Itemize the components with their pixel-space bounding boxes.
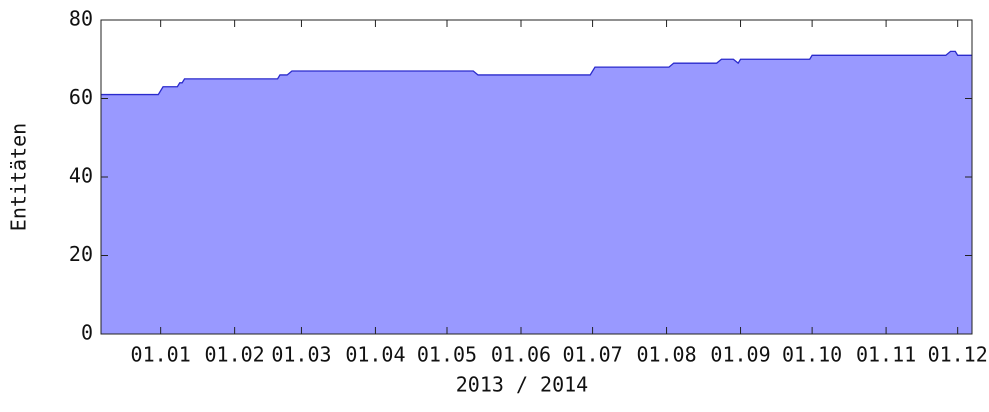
x-tick-label: 01.08 bbox=[636, 343, 696, 367]
x-tick-label: 01.01 bbox=[131, 343, 191, 367]
y-tick-label: 20 bbox=[69, 242, 93, 266]
y-tick-label: 60 bbox=[69, 85, 93, 109]
x-tick-label: 01.11 bbox=[856, 343, 916, 367]
x-tick-label: 01.07 bbox=[562, 343, 622, 367]
x-tick-label: 01.03 bbox=[271, 343, 331, 367]
area-line bbox=[101, 50, 972, 96]
y-tick-label: 40 bbox=[69, 164, 93, 188]
x-tick-label: 01.12 bbox=[928, 343, 988, 367]
x-tick-label: 01.05 bbox=[417, 343, 477, 367]
x-axis-label: 2013 / 2014 bbox=[456, 373, 588, 397]
x-tick-label: 01.06 bbox=[491, 343, 551, 367]
y-tick-label: 80 bbox=[69, 7, 93, 31]
x-tick-label: 01.09 bbox=[710, 343, 770, 367]
y-axis-label: Entitäten bbox=[7, 123, 31, 231]
area bbox=[101, 51, 972, 335]
x-tick-label: 01.04 bbox=[345, 343, 405, 367]
x-tick-label: 01.02 bbox=[205, 343, 265, 367]
y-tick-label: 0 bbox=[81, 321, 93, 345]
x-tick-label: 01.10 bbox=[782, 343, 842, 367]
